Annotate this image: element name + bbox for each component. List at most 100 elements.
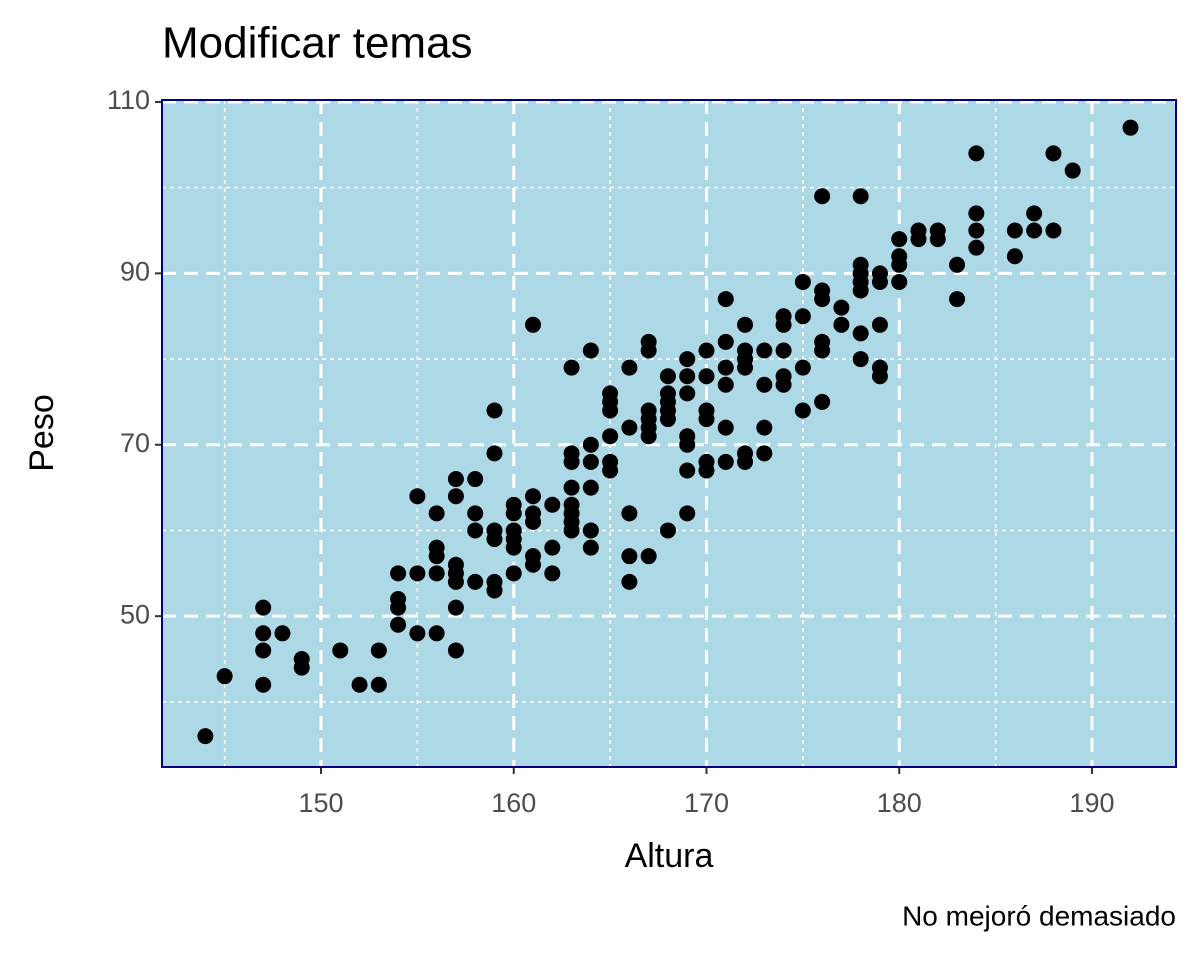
point (467, 522, 484, 539)
point (756, 342, 773, 359)
point (698, 368, 715, 385)
point (968, 205, 985, 222)
point (525, 513, 542, 530)
point (582, 342, 599, 359)
point (717, 333, 734, 350)
point (1026, 222, 1043, 239)
point (602, 428, 619, 445)
point (756, 419, 773, 436)
point (409, 625, 426, 642)
point (447, 642, 464, 659)
point (891, 273, 908, 290)
point (814, 291, 831, 308)
point (486, 402, 503, 419)
point (891, 231, 908, 248)
point (428, 548, 445, 565)
point (563, 479, 580, 496)
point (756, 376, 773, 393)
x-tick-label: 160 (491, 788, 536, 818)
point (737, 316, 754, 333)
point (428, 505, 445, 522)
point (409, 488, 426, 505)
point (794, 402, 811, 419)
point (910, 231, 927, 248)
point (255, 642, 272, 659)
x-tick-label: 180 (877, 788, 922, 818)
point (197, 728, 214, 745)
point (929, 231, 946, 248)
point (525, 488, 542, 505)
plot-background (162, 100, 1176, 767)
point (621, 573, 638, 590)
point (390, 565, 407, 582)
point (679, 385, 696, 402)
x-tick-label: 170 (684, 788, 729, 818)
point (370, 642, 387, 659)
point (467, 573, 484, 590)
point (698, 462, 715, 479)
point (775, 342, 792, 359)
point (891, 256, 908, 273)
point (814, 342, 831, 359)
point (871, 368, 888, 385)
point (640, 548, 657, 565)
point (602, 402, 619, 419)
point (409, 565, 426, 582)
point (602, 462, 619, 479)
point (1026, 205, 1043, 222)
point (1006, 222, 1023, 239)
point (428, 565, 445, 582)
y-tick-label: 50 (120, 599, 150, 629)
x-axis-label: Altura (625, 837, 714, 875)
point (717, 359, 734, 376)
point (351, 676, 368, 693)
point (621, 548, 638, 565)
point (390, 616, 407, 633)
point (659, 411, 676, 428)
point (293, 659, 310, 676)
point (949, 291, 966, 308)
point (505, 539, 522, 556)
point (216, 668, 233, 685)
point (505, 565, 522, 582)
y-tick-label: 70 (120, 428, 150, 458)
point (544, 539, 561, 556)
point (544, 565, 561, 582)
point (698, 411, 715, 428)
point (255, 676, 272, 693)
point (775, 316, 792, 333)
point (447, 488, 464, 505)
point (679, 368, 696, 385)
point (467, 505, 484, 522)
point (621, 505, 638, 522)
point (794, 273, 811, 290)
point (814, 393, 831, 410)
point (717, 376, 734, 393)
point (563, 522, 580, 539)
point (717, 419, 734, 436)
point (621, 419, 638, 436)
point (852, 325, 869, 342)
point (640, 342, 657, 359)
point (255, 599, 272, 616)
point (332, 642, 349, 659)
point (582, 453, 599, 470)
point (428, 625, 445, 642)
point (968, 145, 985, 162)
point (659, 368, 676, 385)
point (679, 351, 696, 368)
point (486, 445, 503, 462)
y-tick-label: 110 (107, 85, 150, 115)
point (679, 505, 696, 522)
point (467, 471, 484, 488)
point (447, 471, 464, 488)
point (968, 239, 985, 256)
point (968, 222, 985, 239)
point (679, 436, 696, 453)
point (1122, 119, 1139, 136)
point (852, 282, 869, 299)
point (582, 479, 599, 496)
point (717, 291, 734, 308)
chart-title: Modificar temas (162, 19, 473, 68)
